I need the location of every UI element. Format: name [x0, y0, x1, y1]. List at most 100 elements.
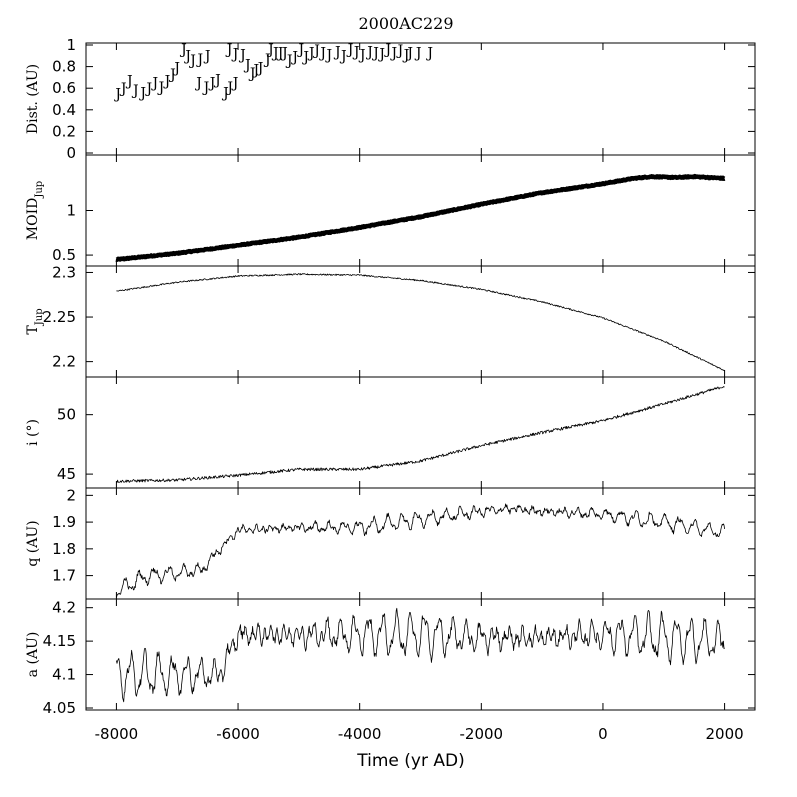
y-tick-label: 2.25 [43, 308, 76, 326]
y-axis-label: i (°) [25, 419, 41, 446]
data-point-marker: J [346, 42, 354, 58]
data-point-marker: J [203, 49, 211, 65]
data-point-marker: J [138, 85, 146, 101]
data-point-marker: J [194, 76, 202, 92]
chart-title: 2000AC229 [358, 14, 453, 33]
data-point-marker: J [248, 66, 256, 82]
y-tick-label: 0.6 [52, 79, 76, 97]
y-tick-label: 0.8 [52, 58, 76, 76]
data-point-marker: J [119, 81, 127, 97]
panel-frame [85, 598, 756, 711]
data-point-marker: J [414, 45, 422, 61]
series-line-incl [116, 386, 725, 483]
data-point-marker: J [285, 53, 293, 69]
y-tick-label: 1.7 [52, 567, 76, 585]
data-point-marker: J [396, 43, 404, 59]
y-axis-label: Dist. (AU) [25, 64, 41, 134]
data-point-marker: J [405, 45, 413, 61]
data-point-marker: J [151, 76, 159, 92]
x-axis-label: Time (yr AD) [356, 751, 464, 771]
y-tick-label: 4.2 [52, 599, 76, 617]
data-point-marker: J [113, 86, 121, 102]
data-point-marker: J [144, 81, 152, 97]
data-point-marker: J [168, 67, 176, 83]
data-point-marker: J [307, 45, 315, 61]
data-point-marker: J [131, 83, 139, 99]
y-axis-label: MOIDJup [25, 181, 45, 240]
data-point-marker: J [276, 45, 284, 61]
x-tick-label: -2000 [460, 725, 504, 743]
data-point-marker: J [280, 45, 288, 61]
data-point-marker: J [213, 72, 221, 88]
panel-frame [85, 265, 756, 378]
y-tick-label: 4.15 [43, 632, 76, 650]
data-point-marker: J [231, 46, 239, 62]
data-point-marker: J [188, 53, 196, 69]
x-tick-label: 2000 [705, 725, 743, 743]
x-tick-label: -4000 [338, 725, 382, 743]
series-line-tjup [116, 273, 725, 372]
data-point-marker: J [225, 80, 233, 96]
series-line-a [116, 607, 725, 703]
data-point-marker: J [402, 48, 410, 64]
y-tick-label: 1.9 [52, 513, 76, 531]
data-point-marker: J [352, 44, 360, 60]
panel-incl: 45 50 i (°) [25, 376, 756, 489]
y-tick-label: 4.05 [43, 699, 76, 717]
y-tick-label: 0 [66, 144, 76, 162]
data-point-marker: J [183, 49, 191, 65]
data-point-marker: J [172, 61, 180, 77]
series-line-q [116, 503, 725, 598]
panel-a: 4.05 4.1 4.15 4.2 a (AU) [25, 598, 756, 717]
panel-frame [85, 376, 756, 489]
y-tick-label: 45 [57, 465, 76, 483]
y-axis-label: q (AU) [25, 520, 41, 566]
data-point-marker: J [263, 52, 271, 68]
data-point-marker: J [301, 50, 309, 66]
y-tick-label: 50 [57, 406, 76, 424]
y-tick-label: 1 [66, 36, 76, 54]
y-tick-label: 1 [66, 202, 76, 220]
data-point-marker: J [339, 49, 347, 65]
y-tick-label: 2.3 [52, 263, 76, 281]
data-point-marker: J [163, 73, 171, 89]
data-point-marker: J [358, 48, 366, 64]
x-tick-label: -8000 [95, 725, 139, 743]
data-point-marker: J [312, 43, 320, 59]
data-point-marker: J [390, 45, 398, 61]
data-point-marker: J [179, 42, 187, 58]
panel-frame [85, 487, 756, 600]
data-point-marker: J [296, 42, 304, 58]
y-tick-label: 2 [66, 486, 76, 504]
data-point-marker: J [196, 52, 204, 68]
y-tick-label: 0.5 [52, 246, 76, 264]
data-point-marker: J [221, 85, 229, 101]
data-point-marker: J [256, 61, 264, 77]
y-tick-label: 1.8 [52, 540, 76, 558]
y-axis-label-subscript: Jup [34, 308, 45, 326]
data-point-marker: J [383, 42, 391, 58]
x-tick-label: 0 [598, 725, 608, 743]
y-tick-label: 2.2 [52, 353, 76, 371]
y-tick-label: 4.1 [52, 666, 76, 684]
data-point-marker: J [324, 48, 332, 64]
data-point-marker: J [318, 45, 326, 61]
data-point-marker: J [157, 80, 165, 96]
data-point-marker: J [202, 80, 210, 96]
data-point-marker: J [425, 45, 433, 61]
data-point-marker: J [225, 42, 233, 58]
x-axis: -8000 -6000 -4000 -2000 0 2000 [95, 725, 744, 743]
y-axis-label: a (AU) [25, 632, 41, 678]
panel-frame [85, 154, 756, 267]
panel-moid: 0.5 1 MOIDJup [25, 154, 756, 267]
data-point-marker: J [231, 76, 239, 92]
series-line-moid [114, 173, 727, 262]
panel-tjup: 2.2 2.25 2.3 TJup [25, 263, 756, 378]
data-point-marker: J [243, 57, 251, 73]
y-tick-label: 0.4 [52, 101, 76, 119]
data-point-marker: J [333, 44, 341, 60]
data-point-marker: J [371, 45, 379, 61]
